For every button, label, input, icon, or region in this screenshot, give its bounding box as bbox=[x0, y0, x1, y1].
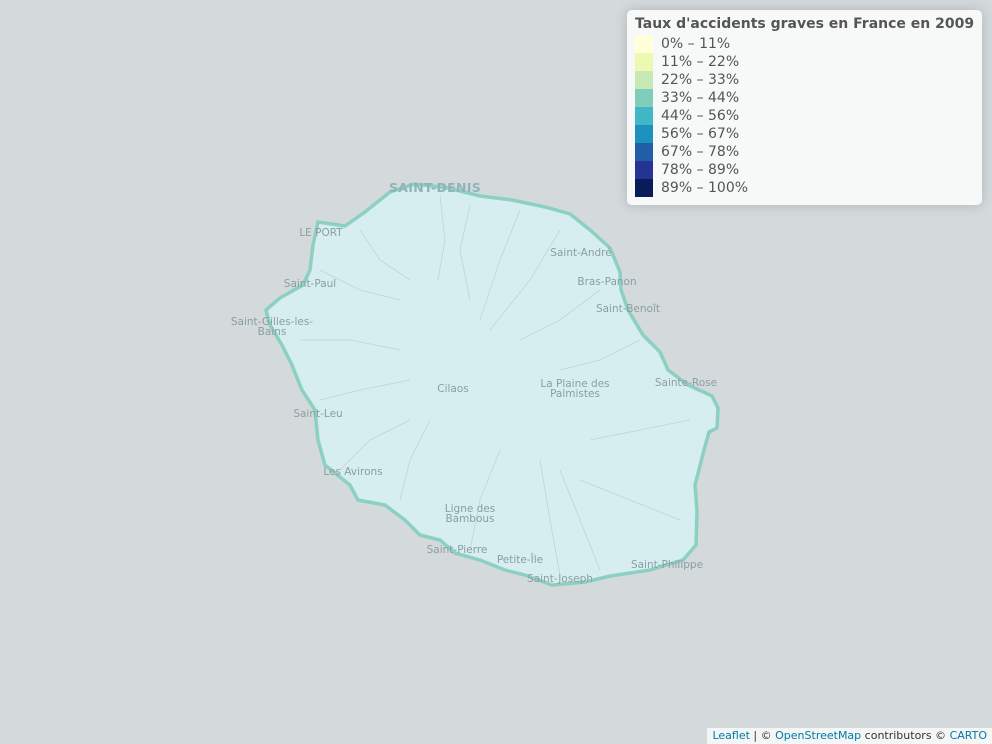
legend-label: 11% – 22% bbox=[661, 54, 740, 70]
place-plaine-line2: Palmistes bbox=[550, 388, 600, 400]
legend-swatch bbox=[635, 125, 653, 143]
legend-item: 78% – 89% bbox=[635, 161, 974, 179]
legend-label: 56% – 67% bbox=[661, 126, 740, 142]
legend-swatch bbox=[635, 89, 653, 107]
legend-swatch bbox=[635, 53, 653, 71]
legend-label: 67% – 78% bbox=[661, 144, 740, 160]
legend-item: 89% – 100% bbox=[635, 179, 974, 197]
legend-item: 44% – 56% bbox=[635, 107, 974, 125]
legend-swatch bbox=[635, 71, 653, 89]
legend: Taux d'accidents graves en France en 200… bbox=[627, 10, 982, 205]
attribution-contributors: contributors © bbox=[861, 729, 950, 742]
carto-link[interactable]: CARTO bbox=[949, 729, 987, 742]
place-saint-andre: Saint-André bbox=[550, 247, 612, 259]
attribution-sep: | © bbox=[749, 729, 776, 742]
legend-label: 33% – 44% bbox=[661, 90, 740, 106]
place-ligne-line1: Ligne des bbox=[444, 503, 496, 515]
place-cilaos: Cilaos bbox=[437, 383, 469, 395]
place-saint-leu: Saint-Leu bbox=[293, 408, 343, 420]
legend-rows: 0% – 11% 11% – 22% 22% – 33% 33% – 44% 44% –… bbox=[635, 35, 974, 197]
place-les-avirons: Les Avirons bbox=[323, 466, 383, 478]
place-plaine-line1: La Plaine des bbox=[540, 378, 610, 390]
legend-swatch bbox=[635, 107, 653, 125]
place-saint-paul: Saint-Paul bbox=[283, 278, 337, 290]
leaflet-link[interactable]: Leaflet bbox=[712, 729, 750, 742]
place-bras-panon: Bras-Panon bbox=[577, 276, 637, 288]
legend-swatch bbox=[635, 35, 653, 53]
place-saint-philippe: Saint-Philippe bbox=[630, 559, 704, 571]
legend-label: 78% – 89% bbox=[661, 162, 740, 178]
legend-label: 22% – 33% bbox=[661, 72, 740, 88]
place-petite-ile: Petite-Île bbox=[496, 554, 544, 566]
legend-label: 0% – 11% bbox=[661, 36, 731, 52]
place-ligne-des-bambous: Ligne des Bambous bbox=[444, 503, 496, 525]
place-le-port: LE PORT bbox=[299, 227, 343, 239]
legend-item: 22% – 33% bbox=[635, 71, 974, 89]
legend-item: 11% – 22% bbox=[635, 53, 974, 71]
legend-label: 44% – 56% bbox=[661, 108, 740, 124]
place-saint-joseph: Saint-Joseph bbox=[527, 573, 593, 585]
place-la-plaine-des-palmistes: La Plaine des Palmistes bbox=[540, 378, 610, 400]
place-saint-benoit: Saint-Benoît bbox=[596, 303, 660, 315]
legend-label: 89% – 100% bbox=[661, 180, 749, 196]
place-ligne-line2: Bambous bbox=[445, 513, 495, 525]
attribution: Leaflet | © OpenStreetMap contributors ©… bbox=[707, 728, 992, 744]
legend-item: 56% – 67% bbox=[635, 125, 974, 143]
legend-swatch bbox=[635, 161, 653, 179]
legend-title: Taux d'accidents graves en France en 200… bbox=[635, 16, 975, 32]
place-saint-gilles: Saint-Gilles-les- Bains bbox=[230, 316, 314, 338]
legend-swatch bbox=[635, 179, 653, 197]
reunion-region[interactable] bbox=[264, 182, 720, 587]
legend-item: 67% – 78% bbox=[635, 143, 974, 161]
legend-swatch bbox=[635, 143, 653, 161]
place-saint-gilles-line2: Bains bbox=[257, 326, 287, 338]
legend-item: 0% – 11% bbox=[635, 35, 974, 53]
place-saint-denis: SAINT-DENIS bbox=[389, 180, 481, 195]
river-lines bbox=[300, 194, 691, 576]
place-saint-pierre: Saint-Pierre bbox=[426, 544, 488, 556]
place-saint-gilles-line1: Saint-Gilles-les- bbox=[230, 316, 314, 328]
place-sainte-rose: Sainte-Rose bbox=[654, 377, 718, 389]
legend-item: 33% – 44% bbox=[635, 89, 974, 107]
osm-link[interactable]: OpenStreetMap bbox=[775, 729, 862, 742]
